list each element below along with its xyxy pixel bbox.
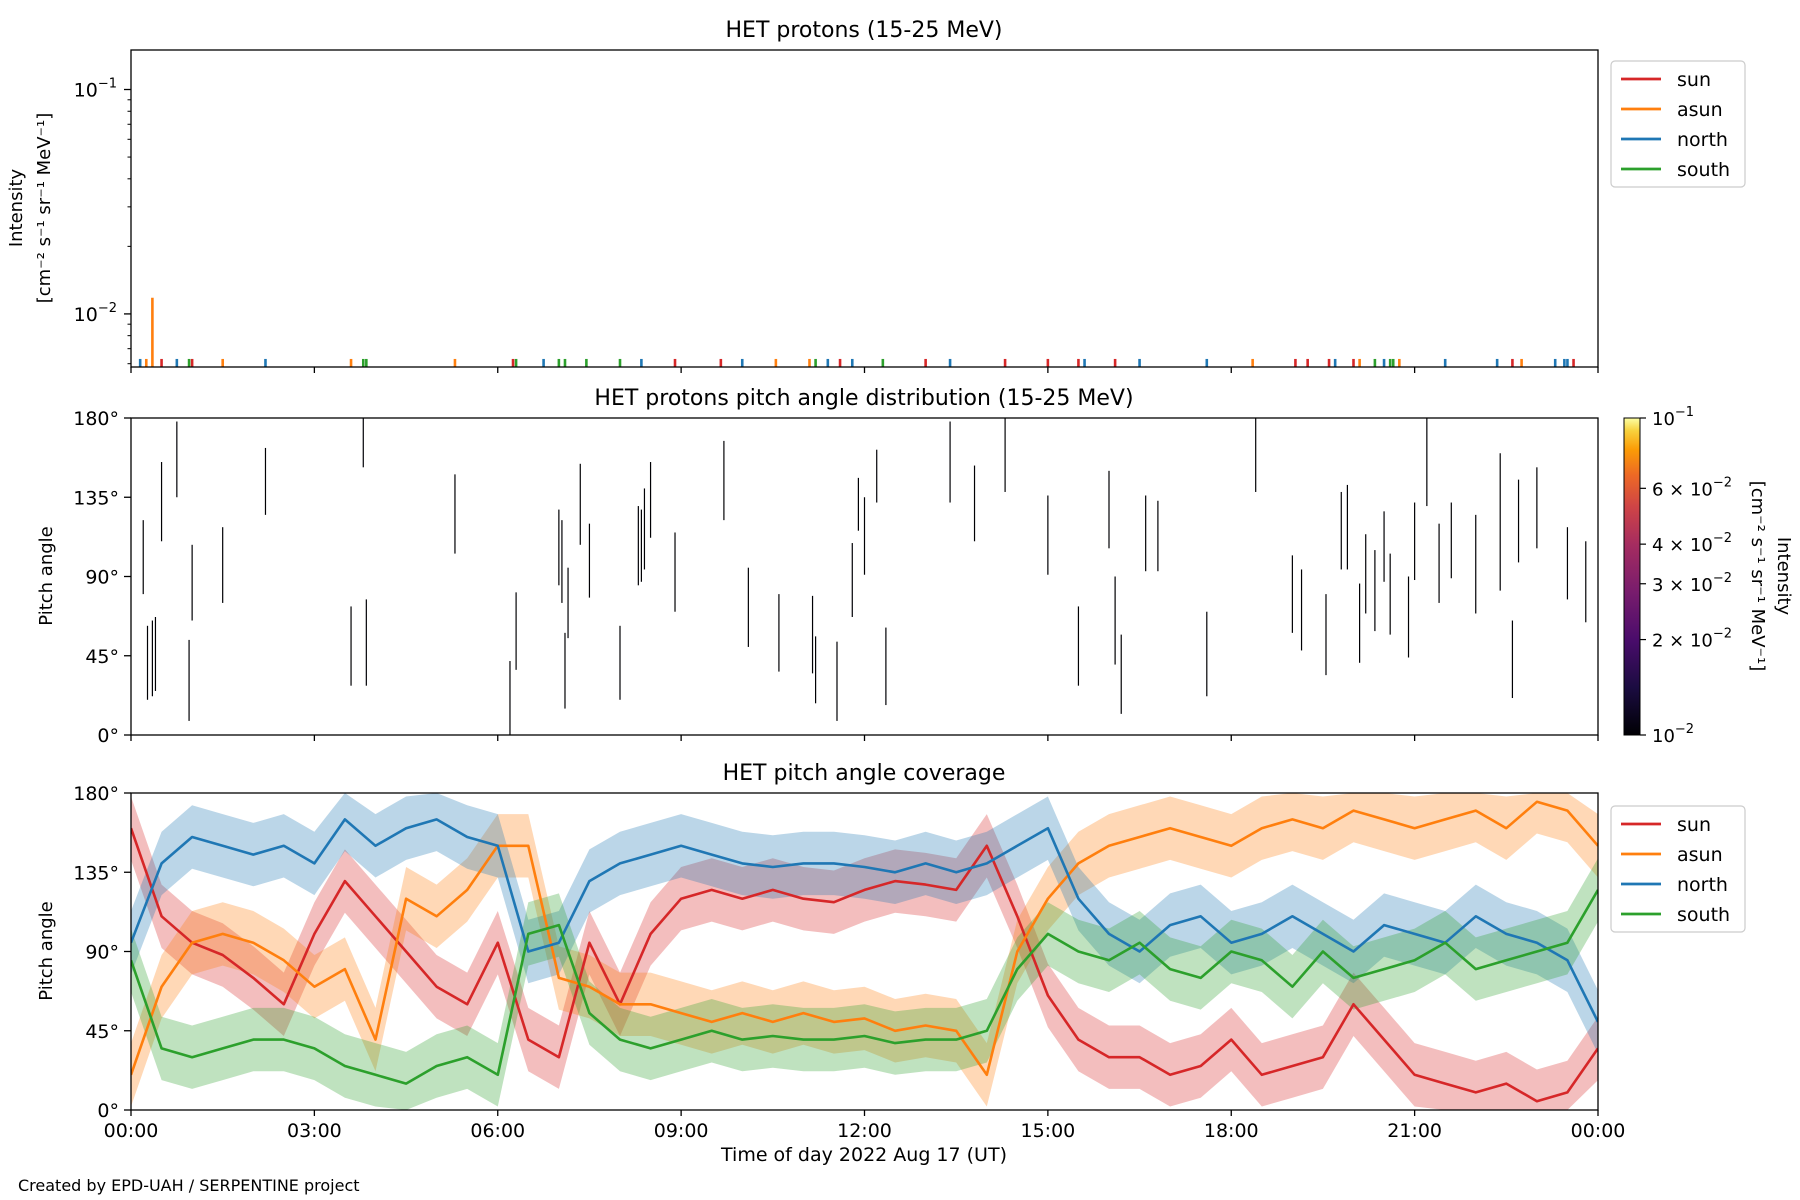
panel-3-frame <box>130 792 1599 1111</box>
colorbar-tick-label: 10−2 <box>1652 722 1694 747</box>
legend-label-sun: sun <box>1677 69 1711 91</box>
panel-intensity: HET protons (15-25 MeV) 10−1 10−2 Intensi… <box>6 18 1746 373</box>
y-tick-label: 180° <box>73 408 119 430</box>
panel-2-data <box>142 418 1587 735</box>
y-tick-label: 180° <box>73 783 119 805</box>
panel-2-y-axis: 0° 45° 90° 135° 180° <box>73 408 131 747</box>
colorbar-tick-label: 10−1 <box>1652 405 1694 430</box>
panel-3-title: HET pitch angle coverage <box>723 761 1006 786</box>
x-tick-label: 00:00 <box>104 1120 159 1142</box>
panel-2-title: HET protons pitch angle distribution (15… <box>594 386 1133 411</box>
legend-panel-3: sun asun north south <box>1610 805 1746 933</box>
band-south <box>131 858 1598 1110</box>
colorbar: 10−1 6 × 10−2 4 × 10−2 3 × 10−2 2 × 10−2 10−2… <box>1623 405 1794 747</box>
legend-label-sun: sun <box>1677 814 1711 836</box>
x-tick-label: 15:00 <box>1020 1120 1075 1142</box>
panel-1-ylabel-line1: Intensity <box>6 168 27 247</box>
x-tick-label: 03:00 <box>287 1120 342 1142</box>
panel-2-x-ticks <box>130 735 1599 741</box>
band-sun <box>131 796 1598 1110</box>
colorbar-label-line1: Intensity <box>1773 537 1794 616</box>
panel-3-y-axis: 0° 45° 90° 135° 180° <box>73 783 131 1122</box>
panel-3-ylabel: Pitch angle <box>36 901 57 1000</box>
y-tick-label: 0° <box>97 1100 119 1122</box>
y-tick-label: 135° <box>73 862 119 884</box>
panel-3-data <box>131 793 1598 1110</box>
line-asun <box>131 800 1598 1077</box>
colorbar-gradient <box>1623 417 1641 736</box>
legend-label-asun: asun <box>1677 99 1723 121</box>
y-tick-label: 0° <box>97 725 119 747</box>
colorbar-label-line2: [cm⁻² s⁻¹ sr⁻¹ MeV⁻¹] <box>1747 481 1768 672</box>
y-tick-label: 90° <box>85 567 119 589</box>
panel-2-frame <box>130 417 1599 736</box>
panel-1-data <box>138 297 1575 367</box>
x-tick-label: 18:00 <box>1204 1120 1259 1142</box>
panel-1-y-axis: 10−1 10−2 <box>74 77 131 365</box>
y-tick-label: 10−1 <box>74 77 117 102</box>
x-tick-label: 09:00 <box>654 1120 709 1142</box>
band-north <box>131 793 1598 1054</box>
footer-credit: Created by EPD-UAH / SERPENTINE project <box>18 1176 360 1195</box>
line-south <box>131 889 1598 1085</box>
legend-box <box>1610 805 1746 933</box>
panel-1-ylabel-line2: [cm⁻² s⁻¹ sr⁻¹ MeV⁻¹] <box>34 113 55 304</box>
y-tick-label: 45° <box>85 646 119 668</box>
legend-box <box>1610 60 1746 188</box>
colorbar-tick-label: 6 × 10−2 <box>1652 475 1732 500</box>
x-tick-label: 00:00 <box>1571 1120 1626 1142</box>
legend-label-south: south <box>1677 159 1730 181</box>
colorbar-tick-label: 4 × 10−2 <box>1652 531 1732 556</box>
x-tick-label: 21:00 <box>1387 1120 1442 1142</box>
legend-label-north: north <box>1677 129 1728 151</box>
y-tick-label: 10−2 <box>74 301 117 326</box>
panel-1-frame <box>130 49 1599 368</box>
y-tick-label: 90° <box>85 942 119 964</box>
x-tick-label: 06:00 <box>470 1120 525 1142</box>
panel-pitch-angle-coverage: HET pitch angle coverage Pitch angle 0° 4… <box>36 761 1746 1166</box>
line-sun <box>131 827 1598 1103</box>
y-tick-label: 45° <box>85 1021 119 1043</box>
panel-2-ylabel: Pitch angle <box>36 526 57 625</box>
legend-panel-1: sun asun north south <box>1610 60 1746 188</box>
colorbar-ticks: 10−1 6 × 10−2 4 × 10−2 3 × 10−2 2 × 10−2 10−2 <box>1640 405 1732 747</box>
panel-3-x-ticks: 00:00 03:00 06:00 09:00 12:00 15:00 18:00 21:00… <box>104 1110 1626 1142</box>
legend-label-asun: asun <box>1677 844 1723 866</box>
panel-pitch-angle-distribution: HET protons pitch angle distribution (15… <box>36 386 1794 747</box>
panel-1-title: HET protons (15-25 MeV) <box>726 18 1003 43</box>
line-north <box>131 818 1598 1023</box>
band-asun <box>131 793 1598 1107</box>
y-tick-label: 135° <box>73 487 119 509</box>
legend-label-north: north <box>1677 874 1728 896</box>
colorbar-tick-label: 2 × 10−2 <box>1652 627 1732 652</box>
x-tick-label: 12:00 <box>837 1120 892 1142</box>
legend-label-south: south <box>1677 904 1730 926</box>
panel-1-x-ticks <box>130 367 1599 373</box>
colorbar-tick-label: 3 × 10−2 <box>1652 571 1732 596</box>
x-axis-label: Time of day 2022 Aug 17 (UT) <box>720 1144 1007 1166</box>
